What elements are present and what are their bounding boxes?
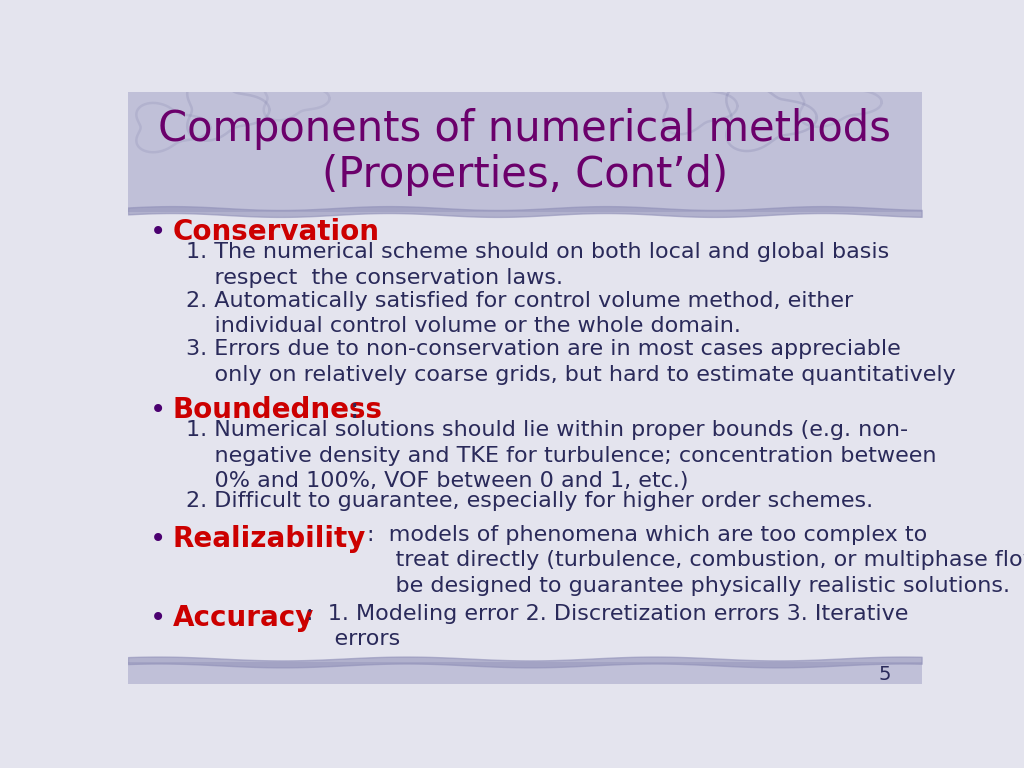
Text: :  1. Modeling error 2. Discretization errors 3. Iterative
    errors: : 1. Modeling error 2. Discretization er… [306,604,908,650]
Text: Boundedness: Boundedness [173,396,383,423]
Text: 1. The numerical scheme should on both local and global basis
    respect  the c: 1. The numerical scheme should on both l… [186,243,890,288]
Text: (Properties, Cont’d): (Properties, Cont’d) [322,154,728,197]
Text: 1. Numerical solutions should lie within proper bounds (e.g. non-
    negative d: 1. Numerical solutions should lie within… [186,420,937,492]
Text: :: : [349,396,359,423]
Text: Realizability: Realizability [173,525,367,553]
Text: 5: 5 [879,665,891,684]
Text: •: • [150,217,166,246]
Text: 2. Automatically satisfied for control volume method, either
    individual cont: 2. Automatically satisfied for control v… [186,291,853,336]
FancyBboxPatch shape [128,92,922,211]
Text: •: • [150,525,166,553]
Text: 3. Errors due to non-conservation are in most cases appreciable
    only on rela: 3. Errors due to non-conservation are in… [186,339,955,385]
Text: Conservation: Conservation [173,217,380,246]
Text: 2. Difficult to guarantee, especially for higher order schemes.: 2. Difficult to guarantee, especially fo… [186,492,873,511]
Text: •: • [150,396,166,423]
Text: :  models of phenomena which are too complex to
    treat directly (turbulence, : : models of phenomena which are too comp… [367,525,1024,596]
FancyBboxPatch shape [128,662,922,684]
Text: •: • [150,604,166,632]
Text: Accuracy: Accuracy [173,604,314,632]
Text: Components of numerical methods: Components of numerical methods [159,108,891,150]
